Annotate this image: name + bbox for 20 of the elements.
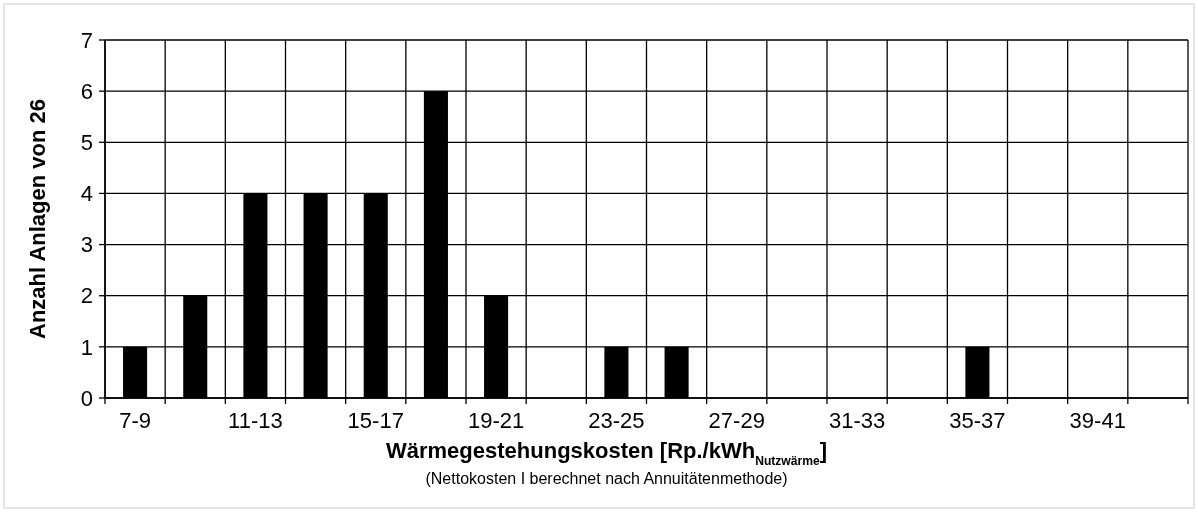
y-tick-label: 2 (80, 283, 93, 309)
x-tick-label: 19-21 (467, 408, 525, 433)
x-tick-label: 35-37 (949, 408, 1006, 433)
x-tick-label: 39-41 (1069, 408, 1126, 433)
x-tick-label: 23-25 (588, 408, 645, 433)
y-tick-label: 7 (80, 27, 93, 53)
y-tick-label: 6 (80, 78, 93, 104)
x-tick-label: 7-9 (119, 408, 151, 433)
y-axis-title: Anzahl Anlagen von 26 (25, 98, 50, 340)
x-tick-label: 15-17 (347, 408, 404, 433)
x-tick-label: 31-33 (828, 408, 886, 433)
x-tick-label: 27-29 (708, 408, 765, 433)
y-tick-label: 5 (80, 129, 93, 155)
text: (Nettokosten I berechnet nach Annuitätenmethode) (425, 470, 788, 487)
y-tick-label: 0 (80, 385, 93, 411)
y-tick-label: 1 (80, 334, 93, 360)
x-tick-label: 11-13 (228, 408, 283, 433)
y-tick-label: 4 (80, 181, 93, 207)
y-tick-label: 3 (80, 232, 93, 258)
x-axis-title: Wärmegestehungskosten [Rp./kWh$_{Nutzwärme}$] (386, 438, 827, 468)
